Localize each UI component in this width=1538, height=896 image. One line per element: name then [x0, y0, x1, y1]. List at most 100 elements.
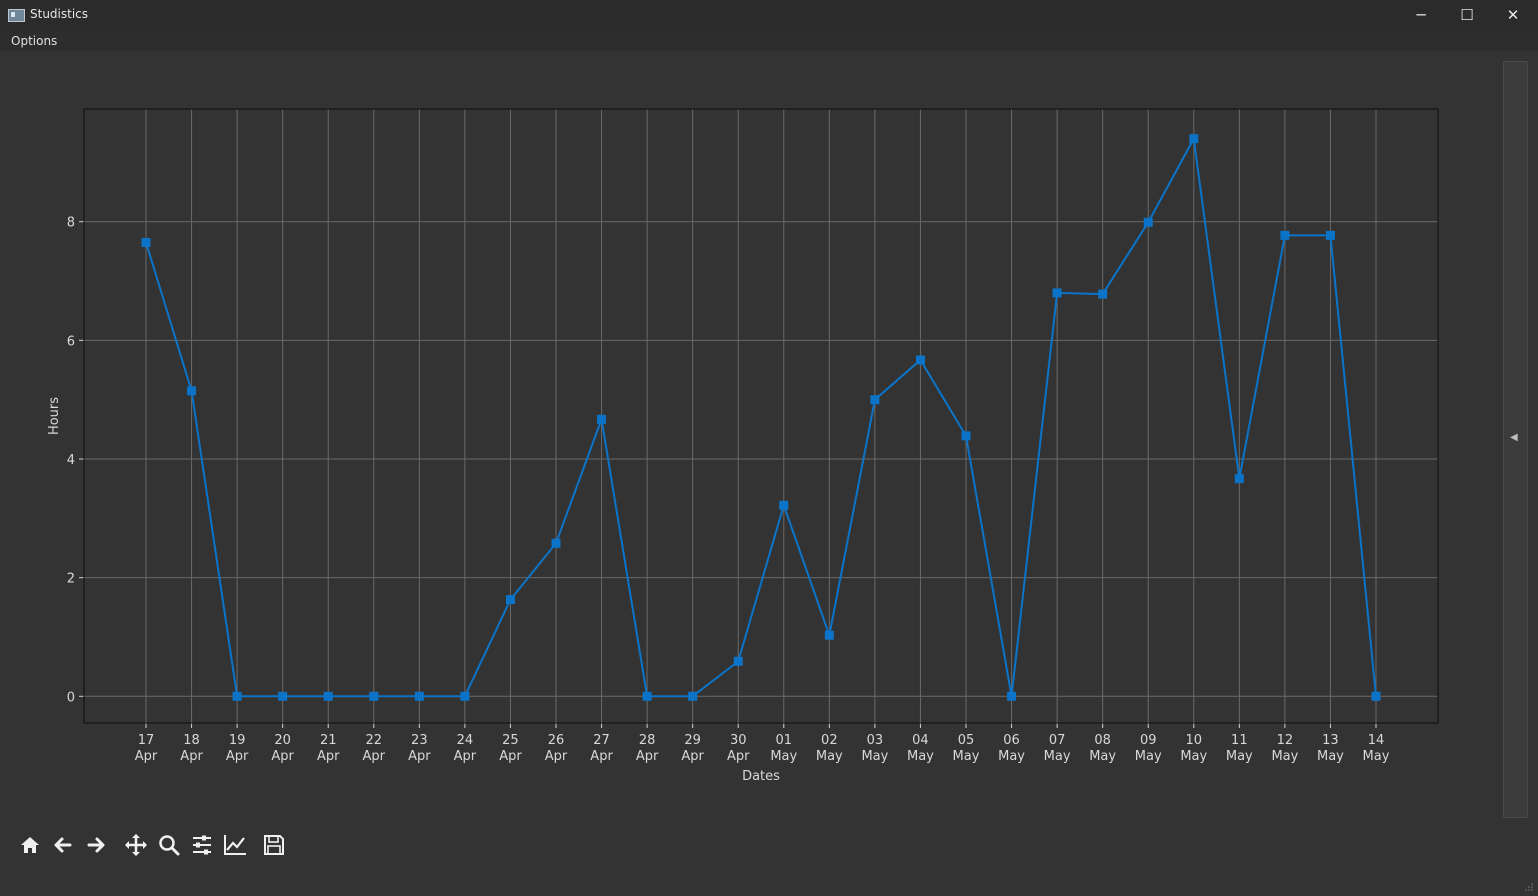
- x-tick-label-day: 09: [1140, 733, 1157, 748]
- x-tick-label-month: Apr: [727, 749, 750, 764]
- x-tick-label-month: Apr: [681, 749, 704, 764]
- x-axis-label: Dates: [742, 769, 780, 784]
- data-point-marker: [369, 691, 379, 701]
- x-tick-label-month: Apr: [545, 749, 568, 764]
- x-tick-label-month: Apr: [454, 749, 477, 764]
- chart: 0246817Apr18Apr19Apr20Apr21Apr22Apr23Apr…: [47, 108, 1439, 784]
- title-bar: Studistics ─ ☐ ✕: [0, 0, 1538, 31]
- plot-frame: [83, 108, 1439, 724]
- x-tick-label-month: Apr: [408, 749, 431, 764]
- x-tick-label-month: Apr: [180, 749, 203, 764]
- x-tick-label-month: May: [907, 749, 934, 764]
- y-tick-label: 0: [67, 690, 75, 705]
- x-tick-label-month: Apr: [271, 749, 294, 764]
- forward-icon: [87, 837, 105, 853]
- configure-subplots-button[interactable]: [186, 828, 218, 862]
- minimize-button[interactable]: ─: [1398, 0, 1444, 30]
- x-tick-label-month: May: [861, 749, 888, 764]
- x-tick-label-day: 06: [1003, 733, 1020, 748]
- x-tick-label-day: 10: [1186, 733, 1203, 748]
- x-tick-label-day: 07: [1049, 733, 1066, 748]
- x-tick-label-month: May: [1271, 749, 1298, 764]
- data-point-marker: [551, 538, 561, 548]
- edit-axis-button[interactable]: [219, 828, 251, 862]
- minimize-icon: ─: [1416, 6, 1426, 24]
- zoom-icon: [159, 835, 180, 856]
- forward-button[interactable]: [80, 828, 112, 862]
- x-tick-label-day: 19: [229, 733, 246, 748]
- x-tick-label-month: May: [1089, 749, 1116, 764]
- data-point-marker: [597, 414, 607, 424]
- x-tick-label-day: 18: [183, 733, 200, 748]
- x-tick-label-day: 14: [1368, 733, 1385, 748]
- window-title: Studistics: [30, 7, 89, 21]
- x-tick-label-day: 04: [912, 733, 929, 748]
- close-button[interactable]: ✕: [1490, 0, 1536, 30]
- data-point-marker: [278, 691, 288, 701]
- home-button[interactable]: [14, 828, 46, 862]
- x-tick-label-day: 03: [867, 733, 884, 748]
- maximize-icon: ☐: [1460, 6, 1474, 24]
- home-icon: [21, 837, 39, 853]
- data-point-marker: [642, 691, 652, 701]
- x-tick-label-month: May: [1044, 749, 1071, 764]
- data-point-marker: [505, 595, 515, 605]
- data-point-marker: [323, 691, 333, 701]
- x-tick-label-month: Apr: [226, 749, 249, 764]
- x-tick-label-month: Apr: [590, 749, 613, 764]
- x-tick-label-month: Apr: [363, 749, 386, 764]
- side-scrollbar[interactable]: ◀: [1503, 61, 1528, 818]
- x-tick-label-day: 29: [684, 733, 701, 748]
- data-point-marker: [870, 395, 880, 405]
- resize-grip-icon[interactable]: [1524, 882, 1534, 892]
- maximize-button[interactable]: ☐: [1444, 0, 1490, 30]
- x-tick-label-day: 22: [366, 733, 383, 748]
- x-tick-label-month: May: [998, 749, 1025, 764]
- data-point-marker: [915, 355, 925, 365]
- menu-options[interactable]: Options: [11, 34, 58, 48]
- y-tick-label: 4: [67, 453, 75, 468]
- save-button[interactable]: [258, 828, 290, 862]
- close-icon: ✕: [1506, 6, 1520, 24]
- x-tick-label-month: May: [1317, 749, 1344, 764]
- x-tick-label-day: 11: [1231, 733, 1248, 748]
- x-tick-label-day: 24: [457, 733, 474, 748]
- y-tick-label: 6: [67, 334, 75, 349]
- y-tick-label: 2: [67, 572, 75, 587]
- x-tick-label-month: May: [816, 749, 843, 764]
- app-icon: [8, 9, 25, 22]
- x-tick-label-day: 13: [1322, 733, 1339, 748]
- x-tick-label-day: 08: [1094, 733, 1111, 748]
- x-tick-label-day: 01: [776, 733, 793, 748]
- data-point-marker: [688, 691, 698, 701]
- data-point-marker: [1189, 134, 1199, 144]
- x-tick-label-day: 12: [1277, 733, 1294, 748]
- configure-subplots-icon: [193, 835, 211, 855]
- data-point-marker: [141, 237, 151, 247]
- x-tick-label-day: 30: [730, 733, 747, 748]
- y-tick-label: 8: [67, 216, 75, 231]
- data-point-marker: [1007, 691, 1017, 701]
- zoom-button[interactable]: [153, 828, 185, 862]
- x-tick-label-day: 05: [958, 733, 975, 748]
- data-point-marker: [1098, 289, 1108, 299]
- data-point-marker: [1052, 288, 1062, 298]
- x-tick-label-day: 27: [593, 733, 610, 748]
- back-icon: [54, 837, 72, 853]
- data-point-marker: [1143, 217, 1153, 227]
- x-tick-label-month: Apr: [135, 749, 158, 764]
- data-point-marker: [961, 431, 971, 441]
- collapse-arrow-icon[interactable]: ◀: [1510, 432, 1518, 443]
- x-tick-label-day: 25: [502, 733, 519, 748]
- data-point-marker: [1280, 230, 1290, 240]
- menu-bar: Options: [0, 31, 1538, 51]
- data-point-marker: [779, 500, 789, 510]
- data-point-marker: [187, 386, 197, 396]
- data-point-marker: [1234, 474, 1244, 484]
- edit-axis-icon: [224, 835, 246, 855]
- data-point-marker: [733, 656, 743, 666]
- back-button[interactable]: [47, 828, 79, 862]
- data-point-marker: [232, 691, 242, 701]
- pan-button[interactable]: [120, 828, 152, 862]
- data-point-marker: [1371, 691, 1381, 701]
